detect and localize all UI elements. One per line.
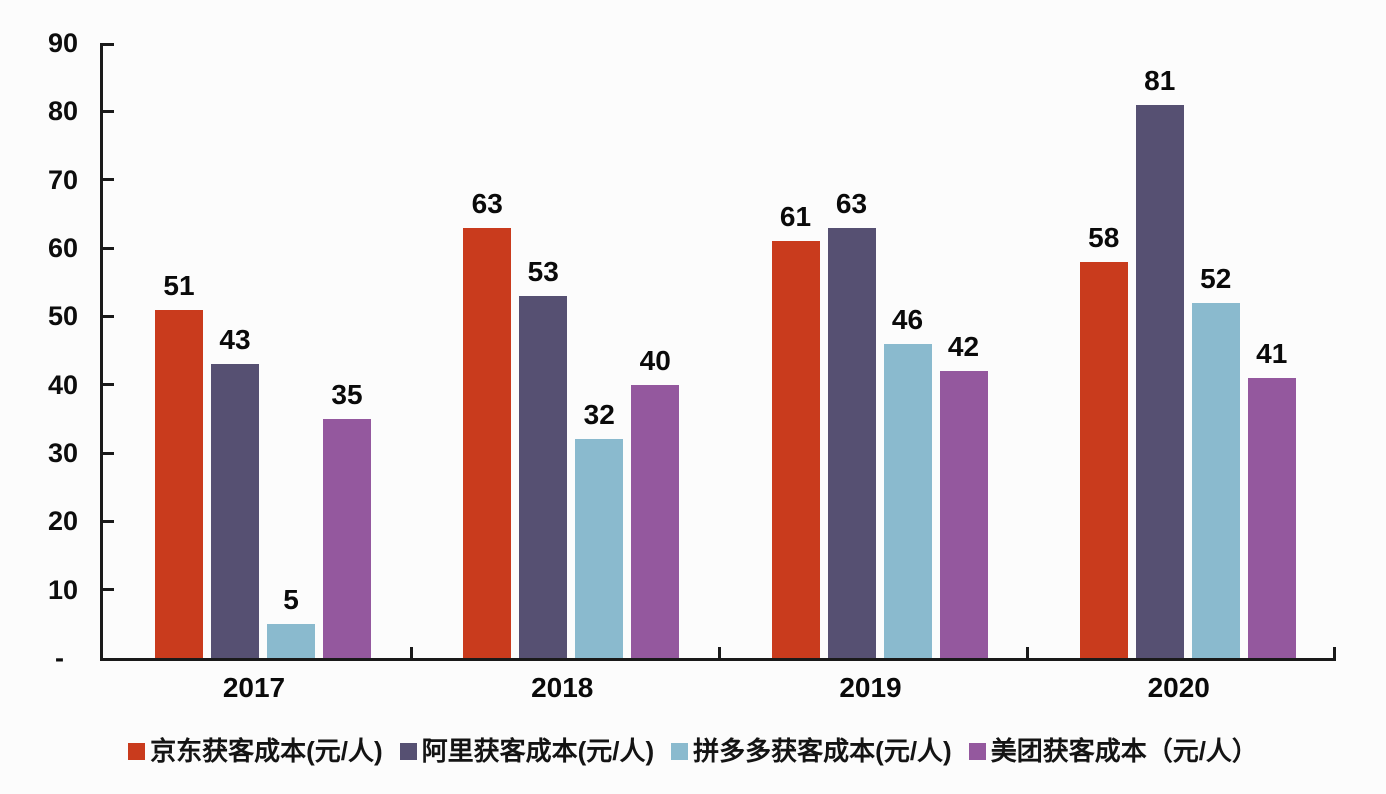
legend-swatch-icon bbox=[399, 742, 417, 760]
legend-swatch-icon bbox=[671, 742, 689, 760]
bar-2018-series-1 bbox=[519, 295, 568, 658]
x-tick-label-2017: 2017 bbox=[222, 672, 286, 703]
bar-column: 52 bbox=[1191, 262, 1240, 658]
legend: 京东获客成本(元/人) 阿里获客成本(元/人) 拼多多获客成本(元/人) 美团获客成本… bbox=[0, 736, 1386, 766]
y-axis-tick bbox=[103, 178, 114, 182]
legend-label: 京东获客成本(元/人) bbox=[150, 736, 383, 766]
y-axis-tick bbox=[103, 451, 114, 455]
bar-value-label: 63 bbox=[835, 187, 868, 219]
bar-column: 42 bbox=[939, 331, 988, 658]
bar-value-label: 43 bbox=[219, 324, 251, 356]
y-tick-label: 10 bbox=[47, 574, 78, 605]
bar-2018-series-0 bbox=[463, 227, 512, 658]
bar-group-2018: 63 53 32 40 bbox=[463, 43, 680, 658]
legend-label: 美团获客成本（元/人） bbox=[990, 736, 1258, 766]
legend-item-3: 美团获客成本（元/人） bbox=[968, 736, 1258, 766]
bar-2020-series-3 bbox=[1247, 377, 1296, 658]
bar-column: 41 bbox=[1247, 337, 1296, 658]
x-axis-tick bbox=[409, 647, 413, 658]
bar-2019-series-1 bbox=[827, 227, 876, 658]
y-axis-tick bbox=[103, 519, 114, 523]
bar-value-label: 53 bbox=[527, 255, 559, 287]
bar-column: 81 bbox=[1135, 64, 1184, 658]
bar-2017-series-0 bbox=[155, 309, 203, 658]
legend-item-0: 京东获客成本(元/人) bbox=[128, 736, 383, 766]
bar-column: 61 bbox=[771, 201, 820, 658]
legend-swatch-icon bbox=[968, 742, 986, 760]
bar-column: 32 bbox=[575, 399, 624, 658]
x-tick-label-2020: 2020 bbox=[1147, 672, 1210, 703]
bar-column: 58 bbox=[1079, 221, 1128, 658]
bar-2019-series-2 bbox=[883, 343, 932, 658]
y-tick-label: 80 bbox=[47, 96, 78, 127]
y-axis-tick bbox=[103, 588, 114, 592]
legend-label: 阿里获客成本(元/人) bbox=[421, 736, 655, 766]
bar-column: 63 bbox=[827, 187, 876, 658]
y-tick-label: 30 bbox=[47, 438, 78, 468]
y-tick-label: 90 bbox=[47, 28, 78, 58]
bar-column: 46 bbox=[883, 303, 932, 658]
bar-column: 63 bbox=[463, 187, 512, 658]
y-tick-label: 60 bbox=[47, 233, 78, 263]
bar-value-label: 35 bbox=[331, 378, 363, 410]
legend-label: 拼多多获客成本(元/人) bbox=[693, 736, 952, 766]
bar-value-label: 52 bbox=[1200, 262, 1232, 294]
bar-column: 43 bbox=[211, 325, 259, 658]
bar-2019-series-0 bbox=[771, 241, 820, 658]
bar-2019-series-3 bbox=[939, 371, 988, 658]
bar-value-label: 42 bbox=[947, 331, 980, 362]
y-tick-label: 70 bbox=[47, 164, 78, 195]
bar-2018-series-3 bbox=[631, 384, 680, 658]
bar-value-label: 46 bbox=[891, 303, 924, 335]
bar-column: 5 bbox=[267, 583, 315, 658]
bar-value-label: 5 bbox=[283, 583, 299, 615]
bar-2017-series-3 bbox=[323, 418, 371, 658]
x-tick-label-2019: 2019 bbox=[839, 672, 902, 703]
y-tick-label: 20 bbox=[47, 506, 78, 537]
y-tick-label: - bbox=[55, 643, 64, 673]
x-axis-tick bbox=[1333, 647, 1336, 658]
bar-column: 51 bbox=[155, 269, 203, 658]
bar-value-label: 51 bbox=[163, 269, 195, 301]
legend-item-2: 拼多多获客成本(元/人) bbox=[671, 736, 952, 766]
bar-2017-series-1 bbox=[211, 364, 259, 658]
x-axis-labels: 2017 2018 2019 2020 bbox=[100, 672, 1333, 706]
plot-area: 51 43 5 35 63 53 32 40 61 63 46 42 58 81 52 41 bbox=[100, 43, 1336, 661]
x-axis-tick bbox=[718, 647, 721, 658]
bar-value-label: 32 bbox=[583, 399, 615, 431]
x-tick-label-2018: 2018 bbox=[531, 672, 594, 703]
y-axis-tick bbox=[103, 246, 114, 250]
legend-item-1: 阿里获客成本(元/人) bbox=[399, 736, 655, 766]
x-axis-tick bbox=[1026, 647, 1030, 658]
bar-column: 53 bbox=[519, 255, 568, 658]
bar-group-2019: 61 63 46 42 bbox=[771, 43, 988, 658]
bar-column: 35 bbox=[323, 378, 371, 658]
bar-value-label: 41 bbox=[1256, 337, 1288, 369]
y-tick-label: 50 bbox=[47, 301, 78, 332]
bar-value-label: 81 bbox=[1144, 64, 1176, 96]
bar-column: 40 bbox=[631, 344, 680, 658]
bar-2020-series-0 bbox=[1079, 261, 1128, 658]
bar-group-2020: 58 81 52 41 bbox=[1079, 43, 1296, 658]
y-axis-labels: 90 80 70 60 50 40 30 20 10 - bbox=[0, 28, 82, 673]
y-axis-tick bbox=[103, 109, 114, 113]
y-tick-label: 40 bbox=[47, 369, 78, 400]
y-axis-tick bbox=[103, 43, 114, 46]
bar-2020-series-1 bbox=[1135, 104, 1184, 658]
y-axis-tick bbox=[103, 314, 114, 318]
bar-2020-series-2 bbox=[1191, 302, 1240, 658]
bar-2018-series-2 bbox=[575, 439, 624, 658]
bar-value-label: 40 bbox=[639, 344, 671, 376]
legend-swatch-icon bbox=[128, 742, 146, 760]
bar-group-2017: 51 43 5 35 bbox=[155, 43, 371, 658]
bar-value-label: 61 bbox=[779, 201, 812, 233]
bar-value-label: 58 bbox=[1088, 221, 1120, 253]
bar-2017-series-2 bbox=[267, 623, 315, 658]
y-axis-tick bbox=[103, 383, 114, 387]
bar-value-label: 63 bbox=[471, 187, 503, 219]
